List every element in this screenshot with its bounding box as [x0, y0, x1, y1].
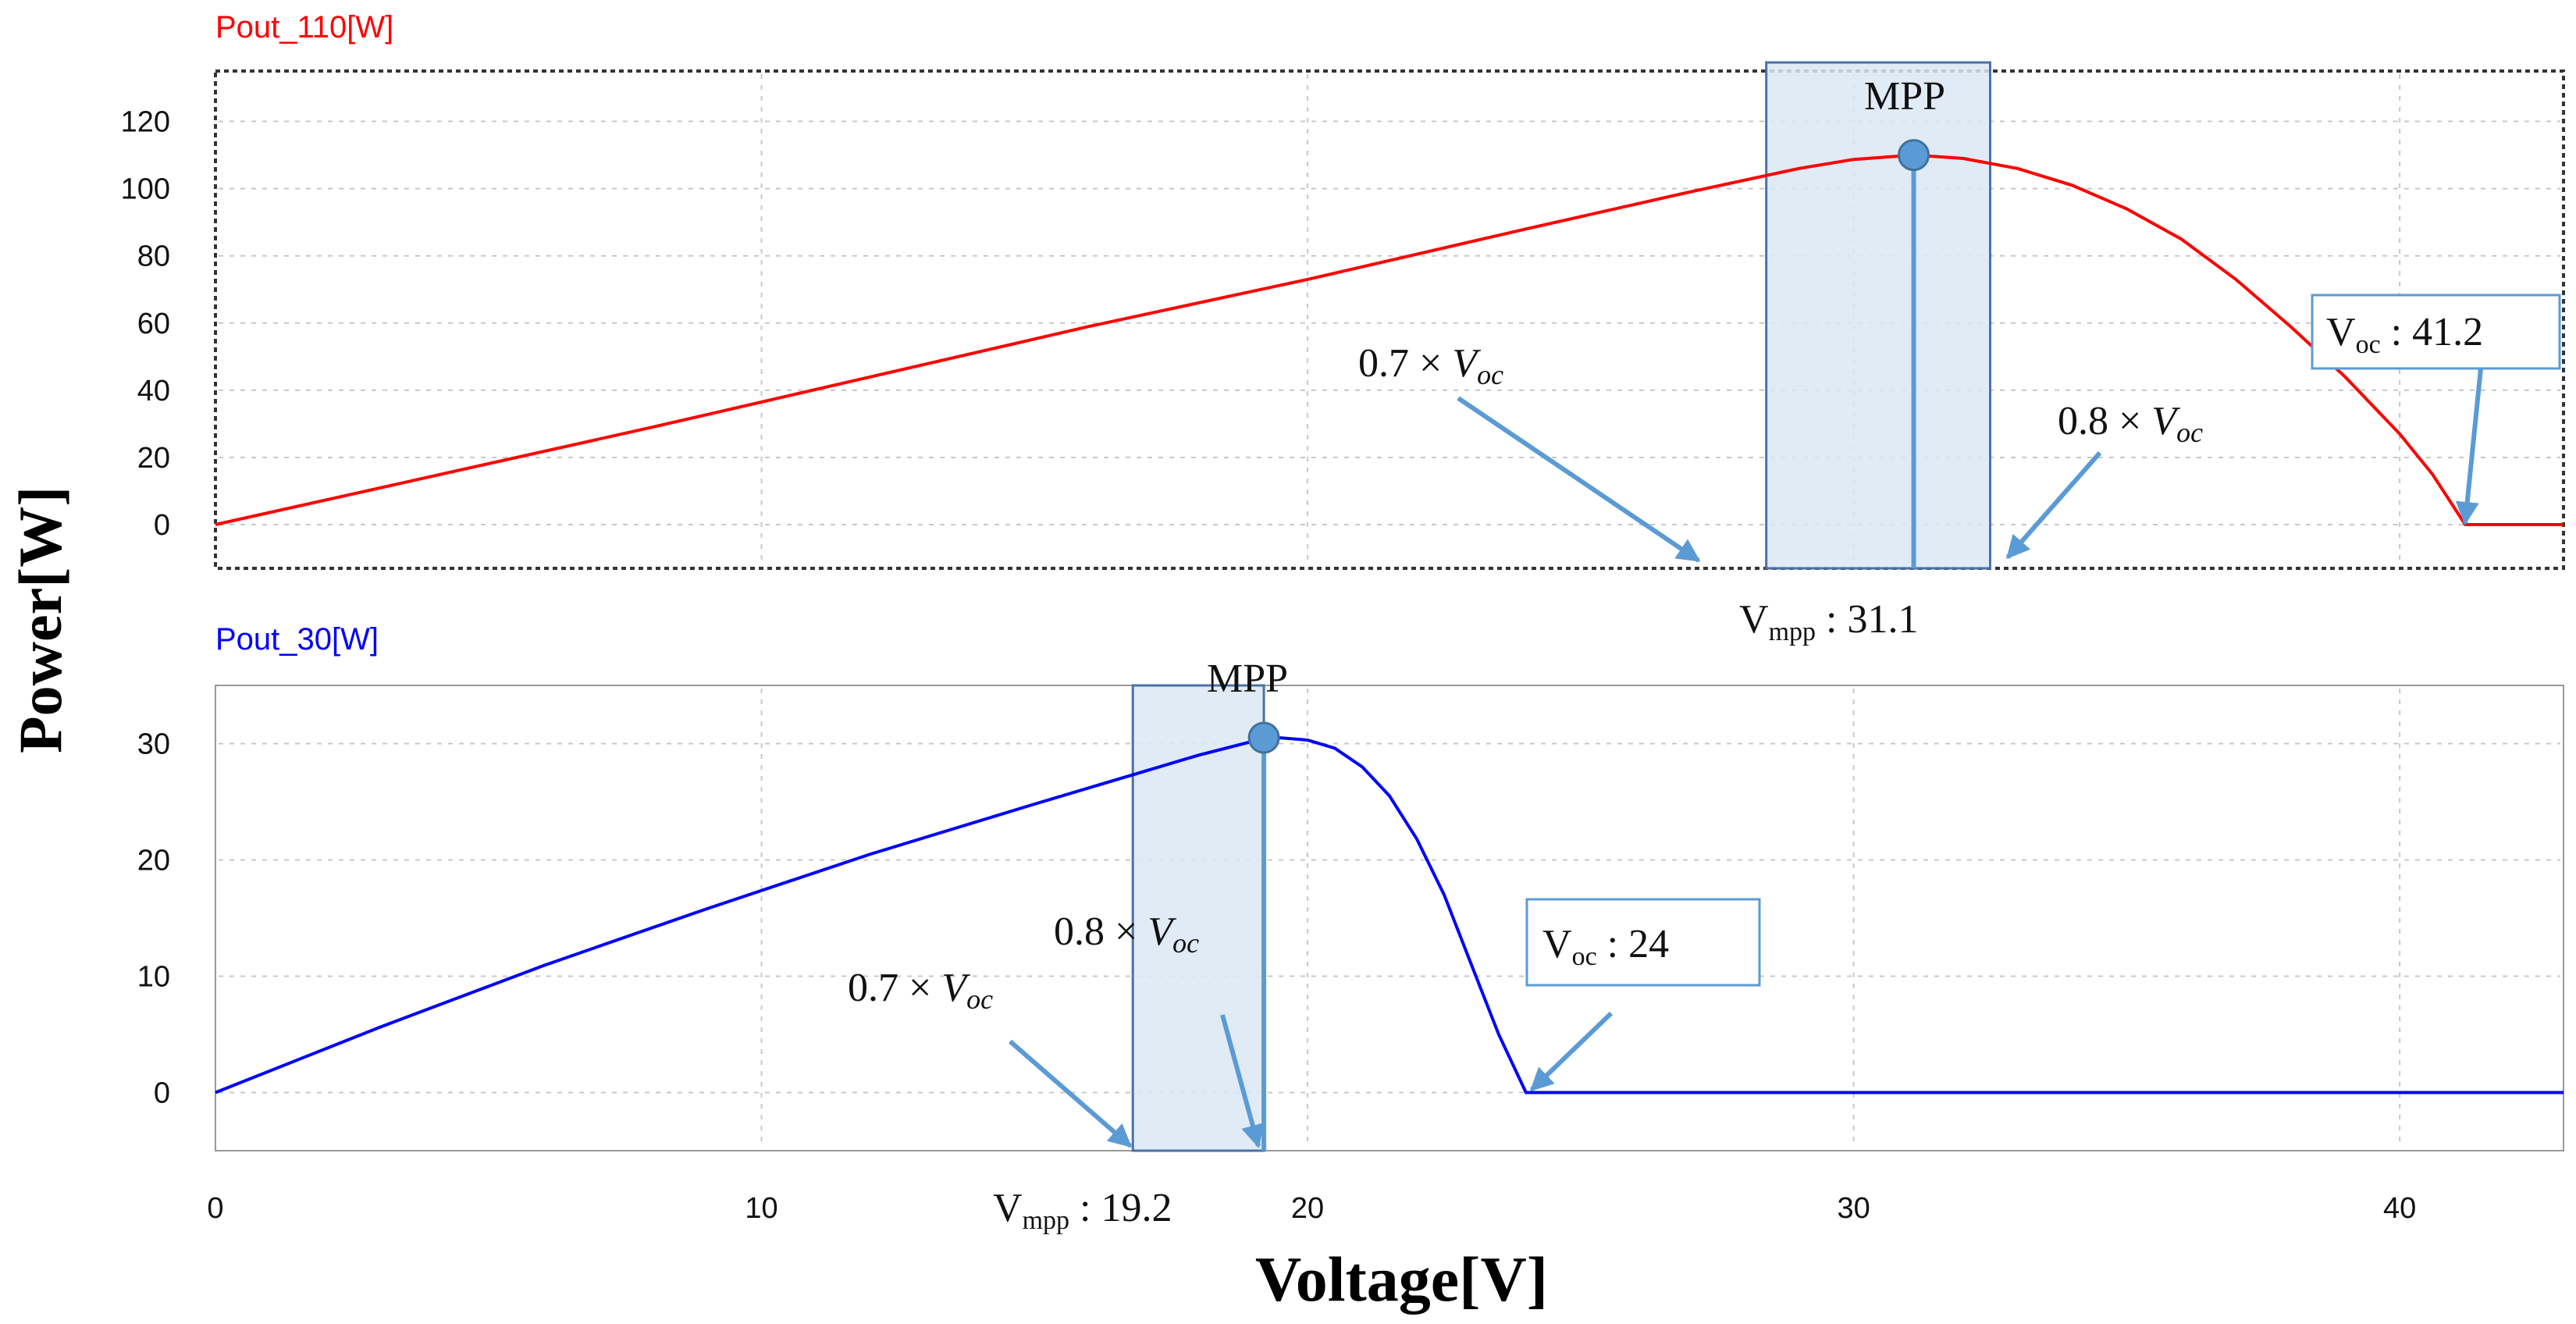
- top-y-tick-label: 0: [154, 509, 170, 542]
- top-y-tick-label: 40: [137, 375, 170, 408]
- bot-y-tick-label: 20: [137, 845, 170, 877]
- chart-top-series-line: [215, 153, 2564, 526]
- x-axis-title: Voltage[V]: [1255, 1244, 1548, 1315]
- y-axis-title: Power[W]: [6, 486, 74, 753]
- chart-bottom-gridlines: [219, 689, 2560, 1148]
- chart-top-gridlines: [219, 74, 2560, 565]
- chart-bottom-voc-label: Voc : 24: [1542, 922, 1669, 971]
- chart-top: Pout_110[W] 0 20 40 60 80 100 120 MPP Vmpp : 3…: [121, 10, 2565, 646]
- top-y-tick-label: 80: [137, 240, 170, 273]
- chart-bottom-voc-arrow: [1529, 1011, 1614, 1092]
- chart-top-07voc-arrow: [1457, 396, 1701, 563]
- chart-bottom-08voc-arrow: [1220, 1014, 1265, 1148]
- chart-top-mpp-label: MPP: [1864, 74, 1945, 119]
- chart-bottom-mpp-band: [1131, 684, 1265, 1152]
- chart-bottom-mpp-point: [1247, 721, 1280, 754]
- chart-top-vmpp-label: Vmpp : 31.1: [1739, 597, 1918, 646]
- bot-x-tick-label: 0: [207, 1192, 223, 1225]
- bot-x-tick-label: 10: [745, 1192, 777, 1225]
- chart-bottom: Pout_30[W] 0 10 20 30 0 10 20 30 40 MPP Vmpp : …: [137, 622, 2564, 1235]
- top-y-tick-label: 120: [121, 106, 170, 139]
- top-y-tick-label: 100: [121, 173, 170, 206]
- chart-top-title: Pout_110[W]: [215, 10, 393, 44]
- top-y-tick-label: 60: [137, 308, 170, 340]
- chart-top-voc-arrow: [2455, 368, 2483, 525]
- chart-bottom-x-tick-labels: 0 10 20 30 40: [207, 1192, 2416, 1225]
- chart-top-08voc-arrow: [2005, 451, 2102, 560]
- top-y-tick-label: 20: [137, 442, 170, 475]
- chart-bottom-series-line: [215, 736, 2564, 1094]
- chart-bottom-frame: [215, 685, 2564, 1151]
- chart-bottom-y-tick-labels: 0 10 20 30: [137, 728, 170, 1110]
- bot-x-tick-label: 30: [1837, 1192, 1870, 1225]
- chart-top-mpp-band: [1765, 61, 1991, 570]
- chart-top-voc-label: Voc : 41.2: [2326, 310, 2483, 359]
- bot-x-tick-label: 40: [2383, 1192, 2416, 1225]
- chart-top-voc-box: [2311, 294, 2561, 370]
- chart-bottom-title: Pout_30[W]: [215, 622, 379, 657]
- chart-bottom-mpp-label: MPP: [1207, 657, 1288, 701]
- bot-y-tick-label: 30: [137, 728, 170, 761]
- bot-x-tick-label: 20: [1291, 1192, 1324, 1225]
- chart-bottom-voc-box: [1525, 898, 1761, 987]
- bot-y-tick-label: 0: [154, 1077, 170, 1110]
- chart-top-y-tick-labels: 0 20 40 60 80 100 120: [121, 106, 170, 542]
- chart-bottom-vmpp-label: Vmpp : 19.2: [993, 1186, 1172, 1235]
- chart-top-frame: [214, 69, 2565, 570]
- bot-y-tick-label: 10: [137, 961, 170, 994]
- chart-bottom-07voc-arrow: [1009, 1039, 1133, 1148]
- chart-top-mpp-point: [1898, 139, 1930, 172]
